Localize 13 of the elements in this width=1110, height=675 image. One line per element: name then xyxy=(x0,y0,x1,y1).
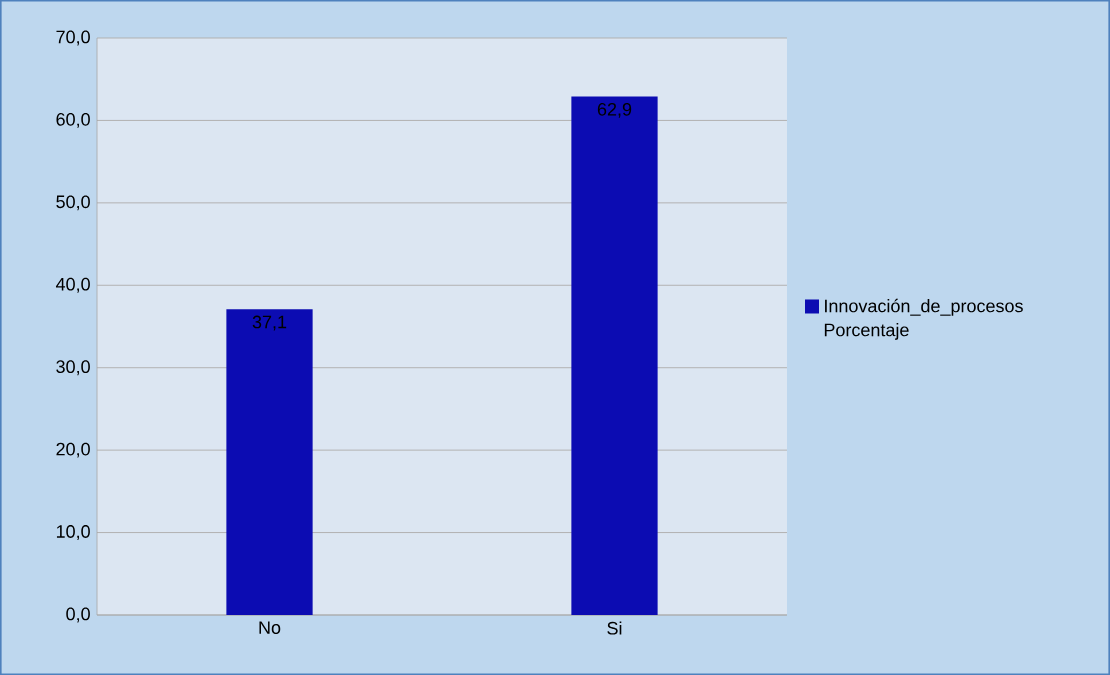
y-tick-label: 30,0 xyxy=(56,360,90,376)
y-tick-label: 20,0 xyxy=(56,442,90,458)
y-tick-label: 0,0 xyxy=(66,607,90,623)
y-tick-label: 10,0 xyxy=(56,525,90,540)
y-tick-label: 60,0 xyxy=(56,112,90,128)
y-tick-label: 70,0 xyxy=(56,30,90,46)
legend-label: Innovación_de_procesos Porcentaje xyxy=(824,298,1023,340)
data-label: 37,1 xyxy=(252,315,287,331)
x-tick-label: No xyxy=(259,621,281,634)
x-tick-label: Si xyxy=(607,621,622,635)
data-label: 62,9 xyxy=(597,102,632,118)
y-tick-label: 50,0 xyxy=(56,195,90,211)
y-tick-label: 40,0 xyxy=(55,277,90,293)
